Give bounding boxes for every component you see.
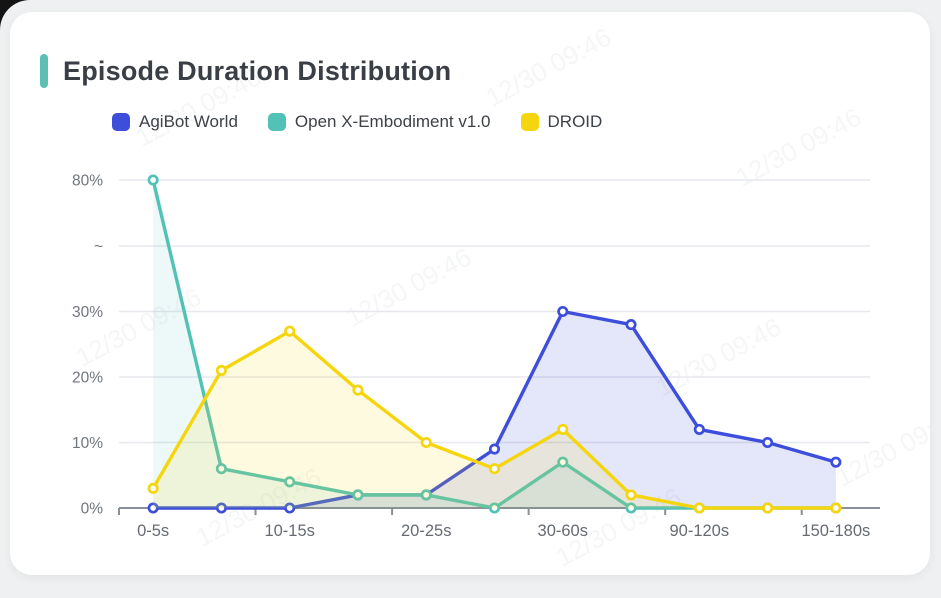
series-area-2	[153, 331, 836, 508]
y-axis-label-0%: 0%	[81, 501, 104, 518]
x-axis-label-90-120s: 90-120s	[669, 522, 729, 540]
legend-swatch-2	[520, 113, 539, 131]
data-point-2-0[interactable]	[147, 482, 159, 494]
legend-label-1: Open X-Embodiment v1.0	[294, 112, 491, 131]
data-point-2-7[interactable]	[625, 489, 637, 501]
y-axis-label-80%: 80%	[72, 173, 103, 190]
legend-item-0[interactable]: AgiBot World	[112, 112, 238, 132]
x-axis-label-10-15s: 10-15s	[264, 522, 314, 540]
data-point-2-2[interactable]	[284, 325, 296, 337]
data-point-0-1[interactable]	[215, 502, 227, 514]
page-title: Episode Duration Distribution	[63, 55, 452, 86]
y-axis-label-20%: 20%	[72, 370, 103, 387]
data-point-1-2[interactable]	[284, 476, 296, 488]
data-point-0-7[interactable]	[625, 319, 637, 331]
data-point-0-8[interactable]	[693, 423, 705, 435]
data-point-2-4[interactable]	[420, 436, 432, 449]
chart-canvas[interactable]: 0% 10% 20% 30% ~80% 0-5s 10-15s 20-25s 30-60s 90-…	[10, 140, 930, 555]
data-point-2-1[interactable]	[215, 364, 227, 376]
x-axis-label-0-5s: 0-5s	[137, 522, 169, 540]
legend-item-1[interactable]: Open X-Embodiment v1.0	[267, 112, 491, 132]
data-point-1-5[interactable]	[488, 502, 501, 514]
title-row: Episode Duration Distribution	[40, 54, 930, 88]
data-point-1-7[interactable]	[625, 502, 637, 514]
legend-label-2: DROID	[547, 112, 603, 131]
data-point-2-10[interactable]	[830, 502, 842, 514]
x-axis-label-30-60s: 30-60s	[538, 522, 588, 540]
data-point-2-6[interactable]	[557, 423, 569, 435]
data-point-2-8[interactable]	[693, 502, 705, 514]
legend-item-2[interactable]: DROID	[520, 112, 603, 132]
data-point-1-6[interactable]	[557, 456, 569, 468]
series-area-1	[153, 180, 836, 508]
data-point-0-6[interactable]	[557, 305, 569, 318]
data-point-0-9[interactable]	[762, 436, 774, 449]
legend-label-0: AgiBot World	[139, 112, 238, 131]
x-axis-label-20-25s: 20-25s	[401, 522, 451, 540]
data-point-0-5[interactable]	[488, 443, 501, 455]
series-area-0	[153, 311, 836, 508]
legend-swatch-1	[267, 113, 286, 131]
data-point-1-4[interactable]	[420, 489, 432, 501]
data-point-2-5[interactable]	[488, 463, 501, 475]
data-point-1-0[interactable]	[147, 174, 159, 186]
data-point-1-3[interactable]	[352, 489, 364, 501]
x-axis-label-150-180s: 150-180s	[801, 522, 870, 540]
y-axis-label-10%: 10%	[72, 435, 103, 452]
data-point-0-2[interactable]	[284, 502, 296, 514]
data-point-0-0[interactable]	[147, 502, 159, 514]
chart-card: 12/30 09:46 12/30 09:46 12/30 09:46 12/30 0…	[10, 12, 930, 575]
data-point-0-10[interactable]	[830, 456, 842, 468]
title-accent-bar	[40, 54, 48, 88]
data-point-2-9[interactable]	[762, 502, 774, 514]
chart-legend: AgiBot World Open X-Embodiment v1.0 DROID	[112, 112, 930, 132]
y-axis-label-~: ~	[94, 239, 103, 256]
y-axis-label-30%: 30%	[72, 304, 103, 321]
chart-area: 0% 10% 20% 30% ~80% 0-5s 10-15s 20-25s 30-60s 90-…	[10, 140, 930, 560]
data-point-1-1[interactable]	[215, 463, 227, 475]
data-point-2-3[interactable]	[352, 384, 364, 396]
legend-swatch-0	[112, 113, 130, 131]
